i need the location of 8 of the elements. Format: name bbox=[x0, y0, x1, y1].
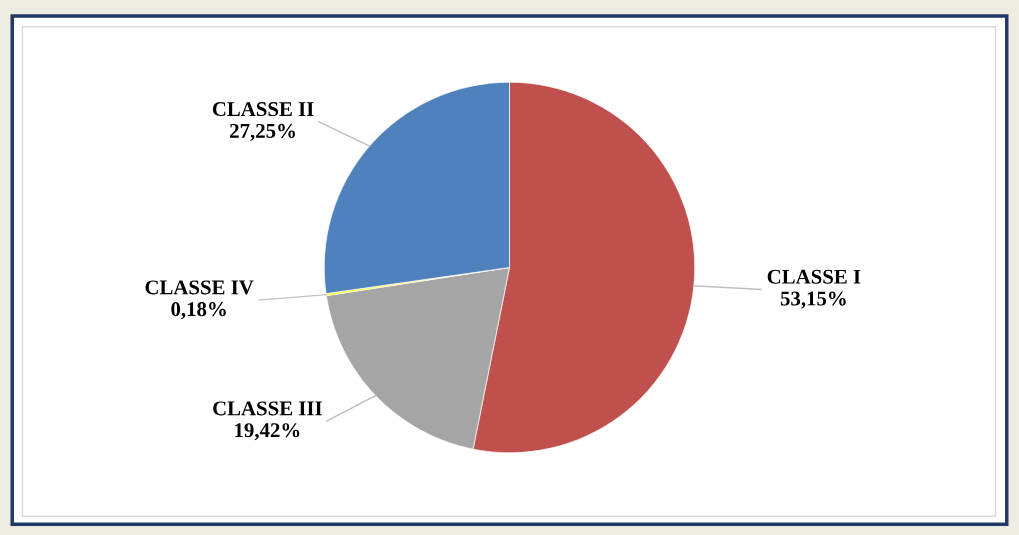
slice-label: CLASSE III bbox=[213, 401, 322, 416]
data-label: 27,25% bbox=[230, 123, 295, 141]
slice-label: CLASSE IV bbox=[145, 280, 254, 295]
slice-label: CLASSE I bbox=[767, 269, 861, 284]
slice-label: CLASSE II bbox=[212, 102, 314, 117]
data-label: 19,42% bbox=[235, 423, 300, 441]
data-label: 0,18% bbox=[171, 302, 226, 320]
data-label: 53,15% bbox=[780, 291, 846, 309]
